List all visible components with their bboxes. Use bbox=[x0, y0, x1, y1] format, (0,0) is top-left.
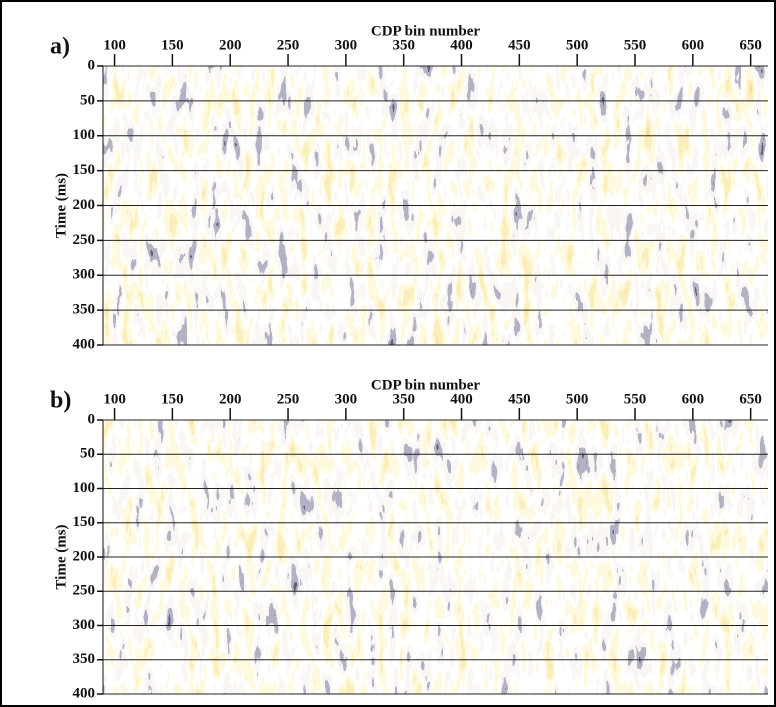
y-tick-label: 250 bbox=[73, 232, 96, 248]
y-tick-label: 150 bbox=[73, 162, 96, 178]
y-tick-label: 0 bbox=[88, 57, 96, 73]
x-tick-label: 550 bbox=[624, 37, 647, 53]
y-tick-label: 400 bbox=[73, 336, 96, 352]
y-tick-label: 0 bbox=[88, 411, 96, 427]
y-tick-label: 100 bbox=[73, 480, 96, 496]
x-tick-label: 500 bbox=[566, 391, 589, 407]
y-axis-title: Time (ms) bbox=[53, 173, 69, 238]
y-tick-label: 50 bbox=[80, 92, 95, 108]
x-tick-label: 400 bbox=[450, 391, 473, 407]
y-tick-label: 100 bbox=[73, 127, 96, 143]
y-tick-label: 350 bbox=[73, 302, 96, 318]
y-tick-label: 200 bbox=[73, 197, 96, 213]
x-tick-label: 500 bbox=[566, 37, 589, 53]
y-tick-label: 200 bbox=[73, 548, 96, 564]
x-tick-label: 100 bbox=[103, 391, 126, 407]
x-tick-label: 200 bbox=[219, 37, 242, 53]
x-tick-label: 550 bbox=[624, 391, 647, 407]
y-tick-label: 300 bbox=[73, 617, 96, 633]
x-tick-label: 300 bbox=[335, 391, 358, 407]
x-tick-label: 350 bbox=[392, 391, 415, 407]
x-tick-label: 600 bbox=[682, 37, 705, 53]
x-tick-label: 150 bbox=[161, 391, 184, 407]
y-tick-label: 50 bbox=[80, 446, 95, 462]
y-tick-label: 250 bbox=[73, 583, 96, 599]
x-tick-label: 200 bbox=[219, 391, 242, 407]
x-tick-label: 450 bbox=[508, 37, 531, 53]
y-tick-label: 400 bbox=[73, 685, 96, 701]
x-tick-label: 400 bbox=[450, 37, 473, 53]
x-tick-label: 100 bbox=[103, 37, 126, 53]
panel-label: b) bbox=[50, 388, 71, 414]
x-tick-label: 300 bbox=[335, 37, 358, 53]
x-tick-label: 150 bbox=[161, 37, 184, 53]
x-axis-title: CDP bin number bbox=[371, 377, 481, 393]
x-tick-label: 250 bbox=[277, 37, 300, 53]
panel-label: a) bbox=[50, 34, 70, 60]
y-tick-label: 350 bbox=[73, 651, 96, 667]
x-tick-label: 650 bbox=[739, 37, 762, 53]
y-tick-label: 300 bbox=[73, 267, 96, 283]
x-tick-label: 350 bbox=[392, 37, 415, 53]
x-axis-title: CDP bin number bbox=[371, 23, 481, 39]
x-tick-label: 650 bbox=[739, 391, 762, 407]
y-tick-label: 150 bbox=[73, 514, 96, 530]
x-tick-label: 600 bbox=[682, 391, 705, 407]
x-tick-label: 450 bbox=[508, 391, 531, 407]
y-axis-title: Time (ms) bbox=[53, 524, 69, 589]
x-tick-label: 250 bbox=[277, 391, 300, 407]
